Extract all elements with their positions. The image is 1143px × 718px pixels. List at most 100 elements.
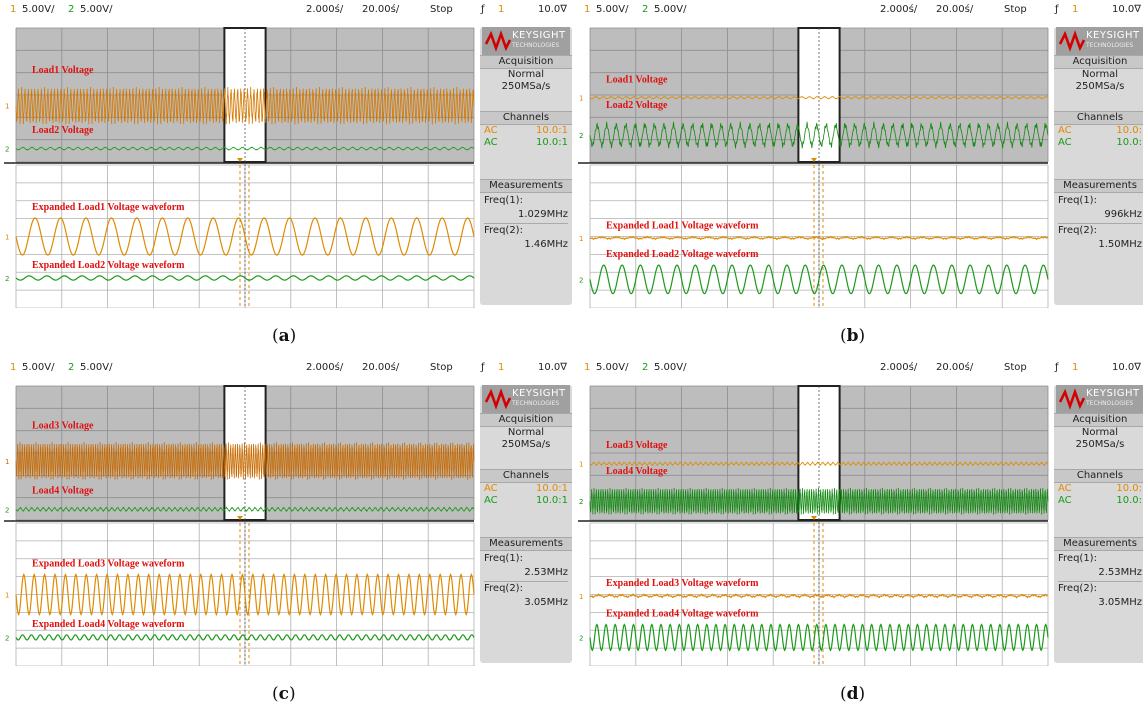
oscilloscope-display: 1 Load3 Voltage 2 Load4 Voltage 1 Expanded Lo…	[578, 385, 1049, 666]
scope-side-panel: KEYSIGHT TECHNOLOGIES Acquisition Normal…	[480, 27, 572, 305]
channels-section: Channels AC 10.0:1 AC 10.0:1	[480, 469, 572, 507]
scope-panel: 1 5.00V/2 5.00V/2.000ś/20.00ś/Stop ƒ 1 10.0∇ 1…	[4, 358, 572, 708]
trace-3	[15, 217, 475, 256]
freq2-label: Freq(2):	[1058, 225, 1097, 236]
keysight-logo: KEYSIGHT TECHNOLOGIES	[1056, 27, 1143, 55]
ch2-number: 2	[68, 4, 75, 15]
time-position: 2.000ś/	[880, 362, 918, 373]
ch1-coupling: AC	[484, 483, 498, 494]
run-state: Stop	[430, 362, 453, 373]
trace-2	[15, 146, 475, 151]
freq2-value: 1.50MHz	[1098, 239, 1142, 250]
keysight-logo: KEYSIGHT TECHNOLOGIES	[482, 385, 570, 413]
freq2-value: 3.05MHz	[524, 597, 568, 608]
scope-panel: 1 5.00V/2 5.00V/2.000ś/20.00ś/Stop ƒ 1 10.0∇ 1…	[4, 0, 572, 350]
trigger-icon: ƒ	[1055, 362, 1059, 373]
panel-caption: (c)	[272, 684, 296, 704]
trace-label: Expanded Load2 Voltage waveform	[606, 249, 759, 260]
channel-ground-marker: 1	[5, 234, 9, 242]
scope-panel: 1 5.00V/2 5.00V/2.000ś/20.00ś/Stop ƒ 1 10.0∇ 1…	[578, 0, 1143, 350]
freq1-value: 1.029MHz	[517, 209, 568, 220]
channel-ground-marker: 1	[579, 235, 583, 243]
trigger-level: 10.0∇	[1112, 362, 1141, 373]
freq1-value: 996kHz	[1104, 209, 1142, 220]
trace-3	[589, 235, 1049, 241]
scope-side-panel: KEYSIGHT TECHNOLOGIES Acquisition Normal…	[1054, 385, 1143, 663]
logo-text: KEYSIGHT	[512, 30, 566, 41]
scope-header: 1 5.00V/2 5.00V/2.000ś/20.00ś/Stop ƒ 1 10.0∇	[578, 358, 1143, 378]
trace-label: Load2 Voltage	[606, 100, 668, 111]
trace-label: Load4 Voltage	[32, 485, 94, 496]
ch2-coupling: AC	[1058, 137, 1072, 148]
trigger-icon: ƒ	[1055, 4, 1059, 15]
channel-ground-marker: 1	[5, 458, 9, 466]
trace-label: Load1 Voltage	[606, 74, 668, 85]
channel-ground-marker: 2	[579, 634, 583, 642]
freq1-label: Freq(1):	[484, 553, 523, 564]
panel-caption-letter: d	[846, 684, 859, 704]
channel-ground-marker: 2	[579, 276, 583, 284]
acquisition-section: Acquisition Normal 250MSa/s	[1054, 413, 1143, 451]
trace-label: Load1 Voltage	[32, 65, 94, 76]
keysight-wave-icon	[1059, 30, 1085, 52]
channel-ground-marker: 2	[5, 506, 9, 514]
ch2-coupling: AC	[484, 137, 498, 148]
ch1-coupling: AC	[1058, 125, 1072, 136]
logo-subtext: TECHNOLOGIES	[512, 42, 560, 49]
acquisition-mode: Normal	[1081, 427, 1119, 438]
keysight-logo: KEYSIGHT TECHNOLOGIES	[482, 27, 570, 55]
scope-header: 1 5.00V/2 5.00V/2.000ś/20.00ś/Stop ƒ 1 10.0∇	[578, 0, 1143, 20]
oscilloscope-display: 1 Load1 Voltage 2 Load2 Voltage 1 Expanded Lo…	[4, 27, 475, 308]
panel-caption-letter: a	[278, 326, 290, 346]
ch1-number: 1	[10, 4, 17, 15]
trigger-channel: 1	[498, 4, 505, 15]
freq1-label: Freq(1):	[1058, 195, 1097, 206]
oscilloscope-display: 1 Load3 Voltage 2 Load4 Voltage 1 Expanded Lo…	[4, 385, 475, 666]
trace-1	[589, 461, 1049, 467]
trigger-level: 10.0∇	[538, 362, 567, 373]
logo-subtext: TECHNOLOGIES	[1086, 42, 1134, 49]
channels-section: Channels AC 10.0:1 AC 10.0:1	[480, 111, 572, 149]
ch2-number: 2	[642, 362, 649, 373]
trace-3	[15, 572, 475, 617]
trace-label: Expanded Load4 Voltage waveform	[606, 609, 759, 620]
freq2-label: Freq(2):	[484, 225, 523, 236]
trace-label: Expanded Load3 Voltage waveform	[606, 578, 759, 589]
trace-4	[589, 623, 1049, 652]
ch1-coupling: AC	[1058, 483, 1072, 494]
acquisition-rate: 250MSa/s	[1075, 81, 1125, 92]
channel-ground-marker: 1	[579, 95, 583, 103]
scope-header: 1 5.00V/2 5.00V/2.000ś/20.00ś/Stop ƒ 1 10.0∇	[4, 0, 570, 20]
trace-label: Load2 Voltage	[32, 125, 94, 136]
logo-text: KEYSIGHT	[512, 388, 566, 399]
trace-label: Expanded Load1 Voltage waveform	[32, 202, 185, 213]
channels-title: Channels	[1054, 111, 1143, 125]
measurements-title: Measurements	[1054, 179, 1143, 193]
time-scale: 20.00ś/	[362, 4, 400, 15]
freq2-value: 1.46MHz	[524, 239, 568, 250]
measurements-title: Measurements	[480, 537, 572, 551]
oscilloscope-display: 1 Load1 Voltage 2 Load2 Voltage 1 Expanded Lo…	[578, 27, 1049, 308]
channels-title: Channels	[480, 469, 572, 483]
ch2-probe: 10.0:	[1116, 137, 1142, 148]
trace-label: Load4 Voltage	[606, 466, 668, 477]
panel-caption: (d)	[840, 684, 866, 704]
trigger-channel: 1	[498, 362, 505, 373]
time-position: 2.000ś/	[306, 362, 344, 373]
ch1-scale: 5.00V/	[596, 362, 629, 373]
ch1-number: 1	[584, 4, 591, 15]
trace-label: Load3 Voltage	[32, 420, 94, 431]
trace-1	[589, 95, 1049, 100]
freq1-value: 2.53MHz	[1098, 567, 1142, 578]
ch1-probe: 10.0:	[1116, 125, 1142, 136]
ch1-probe: 10.0:	[1116, 483, 1142, 494]
ch1-number: 1	[584, 362, 591, 373]
ch2-scale: 5.00V/	[654, 362, 687, 373]
scope-side-panel: KEYSIGHT TECHNOLOGIES Acquisition Normal…	[1054, 27, 1143, 305]
ch2-coupling: AC	[484, 495, 498, 506]
run-state: Stop	[1004, 362, 1027, 373]
scope-header: 1 5.00V/2 5.00V/2.000ś/20.00ś/Stop ƒ 1 10.0∇	[4, 358, 570, 378]
acquisition-title: Acquisition	[1054, 55, 1143, 69]
ch2-probe: 10.0:1	[536, 495, 568, 506]
measurements-section: Measurements Freq(1): 1.029MHz Freq(2): …	[480, 179, 572, 257]
